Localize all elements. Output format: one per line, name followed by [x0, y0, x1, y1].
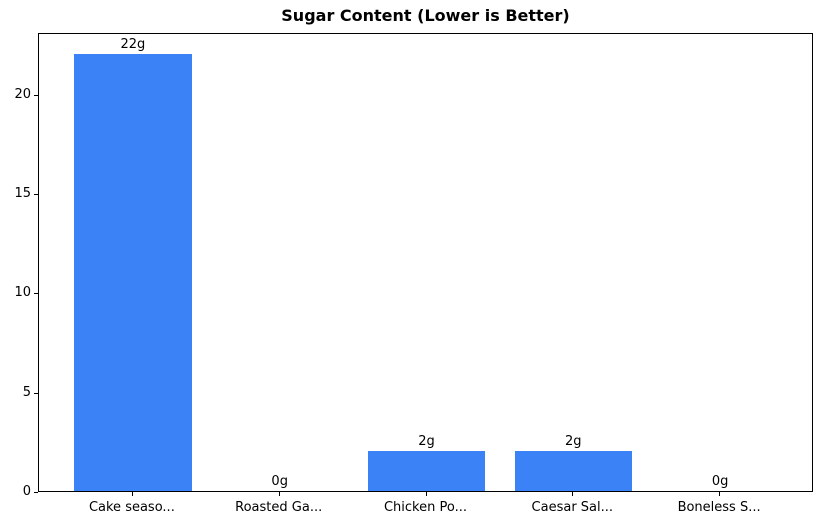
x-tick-label: Caesar Sal...	[531, 500, 614, 515]
x-tick-label: Cake seaso...	[88, 500, 175, 515]
plot-area: 22g 0g 2g 2g 0g	[38, 33, 813, 492]
x-tick-label: Roasted Ga...	[235, 500, 323, 515]
bar-value-label: 0g	[711, 474, 729, 489]
y-tick-mark	[34, 193, 38, 195]
x-tick-label: Boneless S...	[677, 500, 761, 515]
y-tick-label: 10	[14, 285, 31, 301]
bar-3	[367, 451, 486, 491]
y-tick-label: 15	[14, 185, 31, 201]
y-tick-label: 20	[14, 86, 31, 102]
bar-value-label: 2g	[418, 434, 435, 450]
bar-1	[74, 53, 192, 491]
y-tick-mark	[34, 293, 38, 295]
x-tick-mark	[131, 492, 133, 496]
y-tick-mark	[34, 94, 38, 96]
y-tick-label: 5	[22, 384, 31, 400]
bar-value-label: 2g	[565, 434, 582, 450]
x-tick-mark	[572, 492, 574, 496]
bar-value-label: 22g	[120, 36, 146, 52]
y-tick-mark	[34, 492, 38, 493]
y-tick-mark	[34, 392, 38, 394]
bar-4	[514, 451, 632, 491]
bar-value-label: 0g	[271, 474, 288, 489]
x-tick-mark	[278, 492, 280, 496]
x-tick-mark	[719, 492, 721, 496]
y-tick-label: 0	[22, 484, 31, 499]
x-tick-label: Chicken Po...	[383, 500, 467, 515]
chart-title: Sugar Content (Lower is Better)	[281, 6, 570, 25]
x-tick-mark	[425, 492, 427, 496]
